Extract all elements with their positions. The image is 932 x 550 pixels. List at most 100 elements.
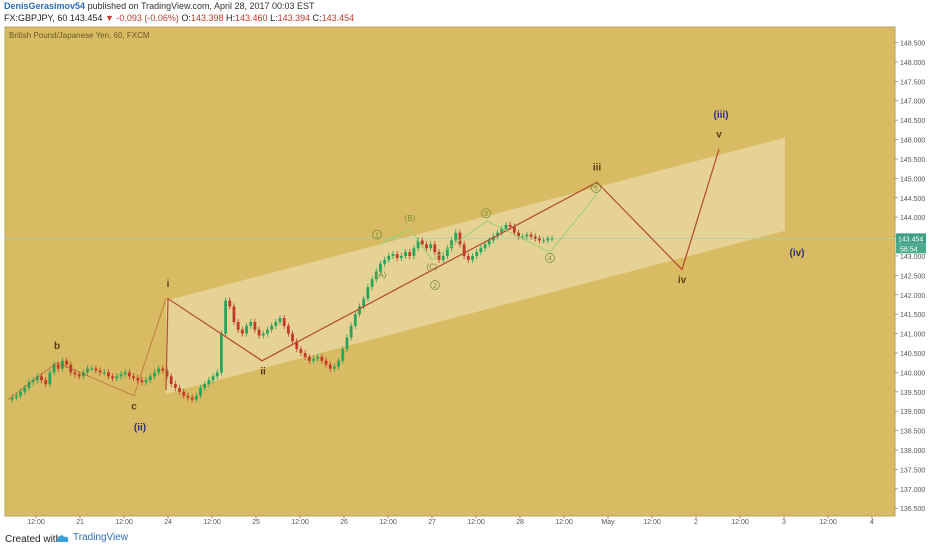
candle-body: [173, 384, 177, 388]
candle-body: [115, 376, 119, 379]
cloud-icon: [56, 534, 69, 542]
candle-body: [266, 329, 269, 334]
candle-body: [512, 226, 516, 233]
countdown-label: 56:54: [900, 246, 918, 253]
candle-body: [379, 263, 382, 272]
candle-body: [278, 318, 282, 322]
candle-body: [487, 240, 491, 245]
candle-body: [215, 372, 219, 377]
x-tick-label: 28: [516, 519, 524, 526]
candle-body: [119, 374, 123, 377]
candle-body: [345, 337, 349, 350]
candle-body: [98, 370, 102, 373]
author-link[interactable]: DenisGerasimov54: [4, 1, 86, 11]
candle-body: [245, 325, 248, 334]
price-chart[interactable]: British Pound/Japanese Yen, 60, FXCM 136.…: [0, 24, 932, 526]
candle-body: [546, 238, 550, 241]
candle-body: [366, 287, 370, 299]
x-tick-label: 12:00: [819, 519, 837, 526]
candle-body: [433, 244, 437, 253]
candle-body: [353, 314, 357, 326]
countdown-box: [896, 243, 926, 254]
candle-body: [517, 232, 520, 237]
candle-body: [257, 329, 261, 336]
candle-body: [111, 376, 115, 379]
candle-body: [153, 372, 156, 377]
x-tick-label: 21: [76, 519, 84, 526]
candle-body: [94, 368, 98, 371]
circled-wave-label: 4: [548, 256, 552, 263]
y-tick-label: 143.000: [900, 254, 925, 261]
candles: [10, 221, 554, 403]
y-tick-label: 141.500: [900, 312, 925, 319]
candle-body: [136, 378, 140, 381]
candle-body: [425, 244, 428, 249]
wave-label: v: [716, 130, 722, 141]
candle-body: [462, 244, 466, 256]
candle-body: [165, 370, 169, 377]
candle-body: [65, 360, 68, 365]
x-tick-label: 24: [164, 519, 172, 526]
circled-wave-marker: [372, 229, 382, 240]
candle-body: [291, 333, 294, 342]
candle-body: [232, 306, 236, 322]
circled-wave-marker: [430, 280, 440, 290]
candle-body: [144, 380, 148, 383]
candle-body: [454, 232, 458, 241]
candle-body: [374, 271, 378, 280]
y-tick-label: 140.000: [900, 370, 925, 377]
x-axis: 12:00 21 12:00 24 12:00 25 12:00 26 12:00 27 12:00…: [27, 516, 874, 526]
wave-label: (A): [376, 270, 387, 279]
wave-label: ii: [260, 366, 266, 377]
wave-label: (iii): [714, 110, 729, 121]
y-tick-label: 147.000: [900, 99, 925, 106]
candle-body: [190, 397, 194, 400]
candle-body: [270, 325, 274, 330]
candle-body: [500, 228, 504, 233]
candle-body: [416, 240, 420, 249]
candle-body: [333, 366, 336, 369]
created-with-label: Created with: [5, 534, 62, 545]
candle-body: [437, 252, 441, 260]
candle-body: [420, 240, 424, 245]
candle-body: [412, 248, 416, 256]
y-tick-label: 145.000: [900, 176, 925, 183]
x-tick-label: 25: [252, 519, 260, 526]
x-tick-label: 12:00: [27, 519, 45, 526]
candle-body: [228, 300, 232, 307]
candle-body: [312, 358, 315, 361]
candle-body: [56, 364, 60, 369]
y-tick-label: 137.500: [900, 467, 925, 474]
zigzag-line: [7, 298, 167, 400]
candle-body: [404, 252, 407, 256]
candle-body: [408, 252, 412, 256]
circled-wave-marker: [545, 253, 555, 263]
candle-body: [383, 259, 387, 264]
wave-label: (C): [426, 263, 437, 272]
candle-body: [169, 376, 173, 385]
candle-body: [203, 384, 207, 388]
x-tick-label: 4: [870, 519, 874, 526]
candle-body: [44, 380, 48, 385]
candle-body: [23, 387, 27, 392]
candle-body: [316, 356, 320, 359]
tradingview-logo[interactable]: TradingView: [56, 532, 128, 543]
ohlc-line: FX:GBPJPY, 60 143.454 ▼ -0.093 (-0.06%) …: [4, 13, 354, 24]
candle-body: [341, 349, 345, 361]
wave-label: iv: [678, 275, 687, 286]
high-label: H:: [226, 13, 235, 23]
candle-body: [161, 368, 165, 371]
x-tick-label: 12:00: [731, 519, 749, 526]
candle-body: [282, 318, 286, 326]
candle-body: [132, 376, 135, 379]
low-value: 143.394: [277, 13, 311, 23]
x-tick-label: May: [601, 519, 615, 526]
y-tick-label: 148.500: [900, 41, 925, 48]
chart-title: British Pound/Japanese Yen, 60, FXCM: [9, 31, 150, 40]
candle-body: [475, 252, 479, 256]
candle-body: [370, 279, 374, 288]
candle-body: [207, 380, 211, 385]
candle-body: [148, 376, 152, 381]
candle-body: [35, 376, 39, 381]
